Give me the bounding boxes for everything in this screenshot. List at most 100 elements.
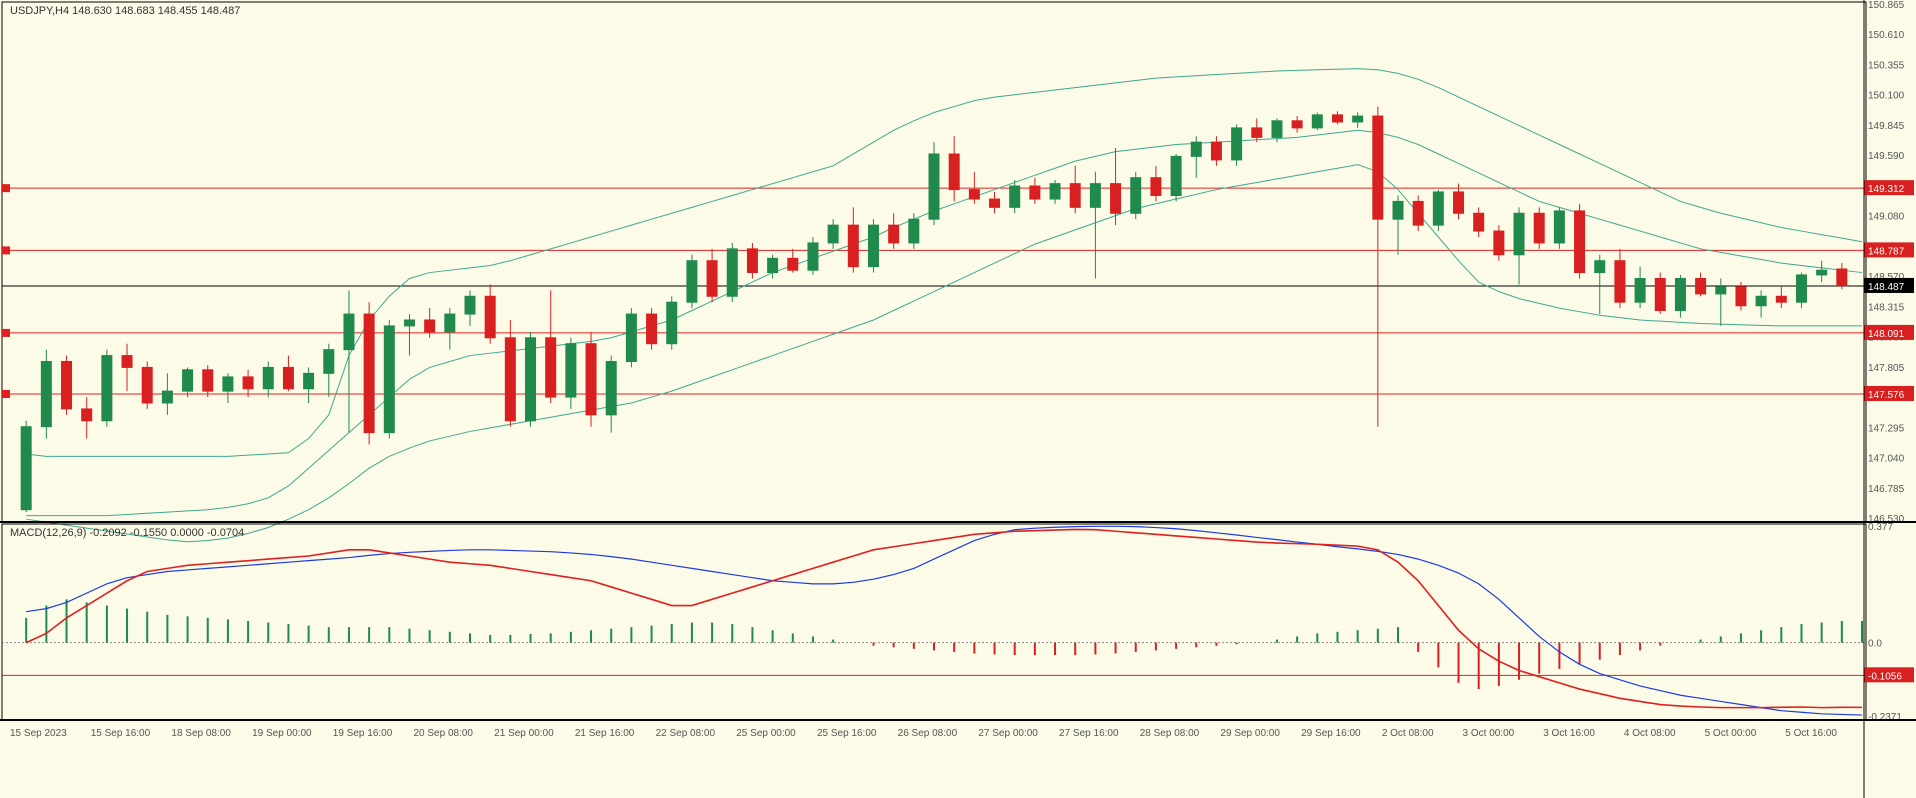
candle-body (1090, 184, 1100, 208)
hline-label: 147.576 (1868, 390, 1905, 401)
candle-body (566, 344, 576, 397)
candle-body (283, 367, 293, 388)
candle-body (1373, 116, 1383, 219)
candle-body (324, 350, 334, 374)
candle-body (445, 314, 455, 332)
candle-body (344, 314, 354, 350)
candle-body (1272, 121, 1282, 138)
candle-body (1353, 116, 1363, 122)
candle-body (768, 258, 778, 272)
candle-body (1413, 201, 1423, 225)
macd-ref-label: -0.1056 (1868, 671, 1902, 682)
time-tick: 3 Oct 16:00 (1543, 728, 1595, 739)
candle-body (969, 190, 979, 199)
candle-body (142, 367, 152, 403)
candle-body (727, 249, 737, 296)
candle-body (1817, 270, 1827, 275)
time-tick: 21 Sep 16:00 (575, 728, 635, 739)
hline-label: 149.312 (1868, 184, 1905, 195)
candle-body (1151, 178, 1161, 196)
candle-body (505, 338, 515, 421)
candle-body (1655, 278, 1665, 310)
candle-body (1595, 261, 1605, 273)
candle-body (586, 344, 596, 415)
candle-body (1776, 296, 1786, 302)
chart-svg: USDJPY,H4 148.630 148.683 148.455 148.48… (0, 0, 1916, 798)
candle-body (21, 427, 31, 510)
time-tick: 27 Sep 00:00 (978, 728, 1038, 739)
time-tick: 15 Sep 2023 (10, 728, 67, 739)
time-tick: 19 Sep 16:00 (333, 728, 393, 739)
price-ytick: 150.355 (1868, 60, 1905, 71)
candle-body (1736, 287, 1746, 306)
time-tick: 29 Sep 16:00 (1301, 728, 1361, 739)
candle-body (1454, 192, 1464, 213)
macd-title: MACD(12,26,9) -0.2092 -0.1550 0.0000 -0.… (10, 527, 244, 539)
macd-ytick: -0.2371 (1868, 712, 1902, 723)
time-tick: 2 Oct 08:00 (1382, 728, 1434, 739)
candle-body (1050, 184, 1060, 199)
candle-body (1232, 128, 1242, 160)
candle-body (1111, 184, 1121, 214)
candle-body (425, 320, 435, 332)
chart-container: { "layout": { "width": 1916, "height": 7… (0, 0, 1916, 798)
price-ytick: 149.845 (1868, 121, 1905, 132)
candle-body (465, 296, 475, 314)
candle-body (868, 225, 878, 266)
time-tick: 4 Oct 08:00 (1624, 728, 1676, 739)
price-ytick: 149.590 (1868, 151, 1905, 162)
candle-body (1070, 184, 1080, 208)
candle-body (909, 219, 919, 243)
candle-body (929, 154, 939, 219)
candle-body (889, 225, 899, 243)
candle-body (949, 154, 959, 190)
candle-body (1312, 115, 1322, 128)
candle-body (1332, 115, 1342, 122)
candle-body (808, 243, 818, 270)
candle-body (1131, 178, 1141, 214)
candle-body (606, 361, 616, 414)
candle-body (384, 326, 394, 433)
candle-body (102, 356, 112, 421)
time-tick: 19 Sep 00:00 (252, 728, 312, 739)
candle-body (243, 377, 253, 389)
time-tick: 18 Sep 08:00 (171, 728, 231, 739)
time-tick: 25 Sep 16:00 (817, 728, 877, 739)
price-ytick: 150.100 (1868, 91, 1905, 102)
time-tick: 20 Sep 08:00 (413, 728, 473, 739)
candle-body (62, 361, 72, 408)
macd-ytick: 0.0 (1868, 639, 1882, 650)
hline-label: 148.091 (1868, 329, 1905, 340)
time-tick: 28 Sep 08:00 (1140, 728, 1200, 739)
candle-body (848, 225, 858, 266)
time-tick: 22 Sep 08:00 (656, 728, 716, 739)
candle-body (1211, 142, 1221, 160)
candle-body (707, 261, 717, 297)
candle-body (1615, 261, 1625, 302)
candle-body (990, 199, 1000, 207)
macd-ytick: 0.377 (1868, 522, 1893, 533)
price-ytick: 149.080 (1868, 212, 1905, 223)
price-ytick: 150.865 (1868, 0, 1905, 11)
price-ytick: 150.610 (1868, 30, 1905, 41)
candle-body (1252, 128, 1262, 137)
candle-body (162, 391, 172, 403)
candle-body (364, 314, 374, 433)
candle-body (1494, 231, 1504, 255)
price-ytick: 147.040 (1868, 454, 1905, 465)
candle-body (687, 261, 697, 302)
candle-body (82, 409, 92, 421)
price-ytick: 148.315 (1868, 302, 1905, 313)
candle-body (485, 296, 495, 337)
candle-body (404, 320, 414, 326)
price-title: USDJPY,H4 148.630 148.683 148.455 148.48… (10, 5, 240, 17)
price-ytick: 147.805 (1868, 363, 1905, 374)
candle-body (788, 258, 798, 270)
time-tick: 21 Sep 00:00 (494, 728, 554, 739)
candle-body (1191, 142, 1201, 156)
candle-body (667, 302, 677, 343)
price-ytick: 146.785 (1868, 484, 1905, 495)
candle-body (1030, 186, 1040, 199)
candle-body (304, 373, 314, 388)
candle-body (1433, 192, 1443, 225)
